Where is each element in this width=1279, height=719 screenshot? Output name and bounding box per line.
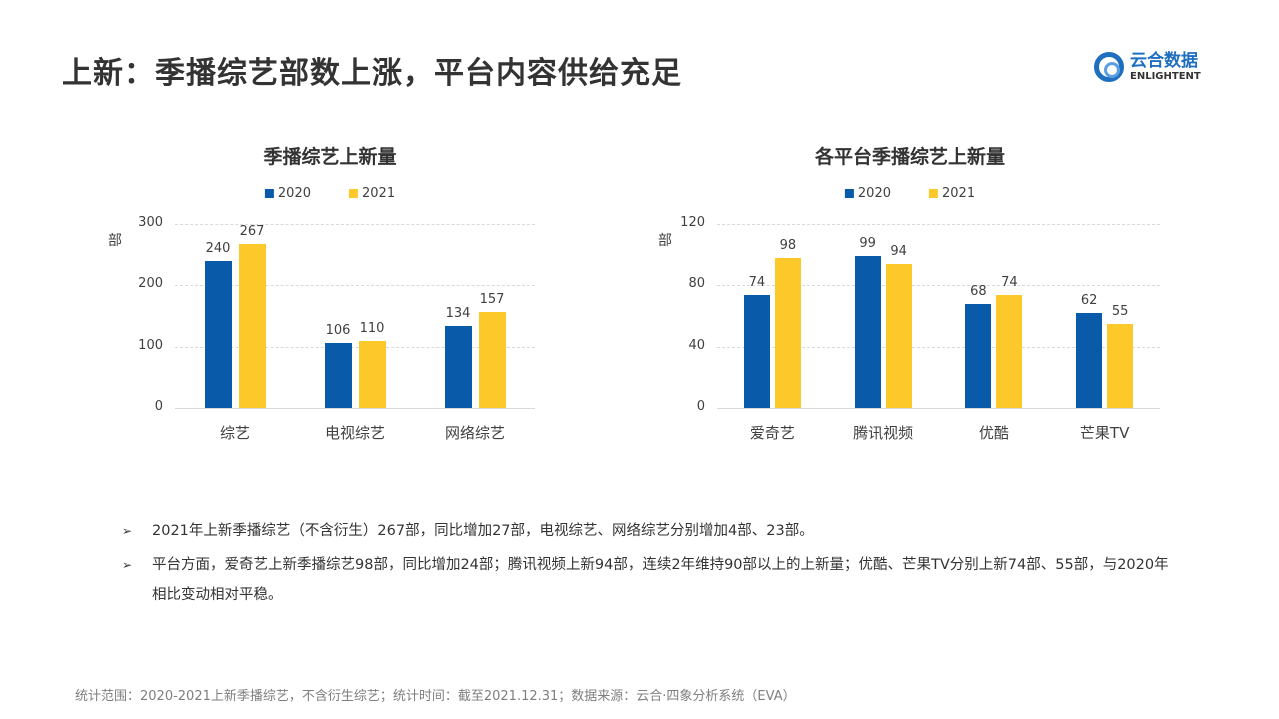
chart-title: 各平台季播综艺上新量 <box>814 146 1005 168</box>
x-category-label: 爱奇艺 <box>749 424 795 442</box>
x-category-label: 网络综艺 <box>444 424 505 442</box>
bar-value-label: 74 <box>748 274 766 290</box>
chart-legend: 2020 2021 <box>264 186 395 201</box>
logo-cn-text: 云合数据 <box>1130 50 1198 71</box>
y-axis-unit: 部 <box>658 233 672 249</box>
gridline <box>175 285 535 287</box>
bar-value-label: 98 <box>779 237 797 253</box>
page-title: 上新：季播综艺部数上涨，平台内容供给充足 <box>62 56 682 91</box>
chart-title: 季播综艺上新量 <box>263 146 397 168</box>
legend-swatch <box>349 189 358 198</box>
brand-logo: 云合数据 ENLIGHTENT <box>1094 52 1201 82</box>
bar-2021 <box>885 263 912 408</box>
bar-2020 <box>324 342 352 408</box>
arrow-bullet-icon: ➢ <box>122 524 133 538</box>
bar-2020 <box>743 294 770 408</box>
bar-value-label: 62 <box>1080 292 1098 308</box>
bar-value-label: 110 <box>359 320 385 336</box>
legend-swatch <box>929 189 938 198</box>
y-tick-label: 80 <box>688 276 705 292</box>
y-tick-label: 200 <box>138 276 163 292</box>
gridline <box>717 285 1160 287</box>
bar-value-label: 267 <box>239 224 265 240</box>
y-axis-unit: 部 <box>108 233 122 249</box>
bar-2020 <box>204 260 232 408</box>
gridline <box>175 224 535 225</box>
bar-value-label: 240 <box>205 240 231 256</box>
y-tick-label: 0 <box>154 399 163 414</box>
gridline <box>175 346 535 348</box>
x-axis-line <box>717 408 1160 409</box>
gridline <box>717 346 1160 348</box>
chart-legend: 2020 2021 <box>844 186 975 201</box>
arrow-bullet-icon: ➢ <box>122 558 133 572</box>
bar-2020 <box>965 303 992 408</box>
legend-label: 2020 <box>857 186 891 201</box>
bar-2020 <box>1076 312 1103 408</box>
bar-2021 <box>478 311 506 408</box>
x-axis-line <box>175 408 535 409</box>
chart-season-variety: 季播综艺上新量 2020 2021 部 0 100 200 300 240 267 综艺 106 110… <box>100 130 560 450</box>
summary-bullets: ➢ 2021年上新季播综艺（不含衍生）267部，同比增加27部，电视综艺、网络综… <box>122 516 1182 614</box>
chart-platform-variety: 各平台季播综艺上新量 2020 2021 部 0 40 80 120 74 98 爱奇艺 99 94 腾讯… <box>640 130 1180 450</box>
y-tick-label: 100 <box>138 337 163 353</box>
bar-2021 <box>358 340 386 408</box>
bar-value-label: 68 <box>970 283 987 299</box>
bar-value-label: 99 <box>859 236 876 252</box>
source-footnote: 统计范围：2020-2021上新季播综艺，不含衍生综艺；统计时间：截至2021.… <box>75 689 796 704</box>
bar-2020 <box>854 256 881 408</box>
bar-2021 <box>238 244 266 408</box>
legend-swatch <box>844 189 854 198</box>
bullet-text: 平台方面，爱奇艺上新季播综艺98部，同比增加24部；腾讯视频上新94部，连续2年… <box>152 557 1169 603</box>
bar-value-label: 134 <box>445 305 471 321</box>
legend-label: 2020 <box>277 186 311 201</box>
x-category-label: 综艺 <box>219 424 250 442</box>
bar-2021 <box>1107 323 1134 408</box>
legend-label: 2021 <box>362 186 396 201</box>
x-category-label: 芒果TV <box>1079 424 1130 442</box>
legend-item: 2021 <box>349 186 395 201</box>
legend-swatch <box>264 189 274 198</box>
y-tick-label: 40 <box>688 337 705 353</box>
legend-label: 2021 <box>942 186 976 201</box>
bar-value-label: 157 <box>479 291 505 307</box>
y-tick-label: 0 <box>696 399 705 414</box>
legend-item: 2020 <box>264 186 311 201</box>
bullet-item: ➢ 平台方面，爱奇艺上新季播综艺98部，同比增加24部；腾讯视频上新94部，连续… <box>122 550 1182 610</box>
bullet-item: ➢ 2021年上新季播综艺（不含衍生）267部，同比增加27部，电视综艺、网络综… <box>122 516 1182 546</box>
y-tick-label: 300 <box>138 215 163 230</box>
gridline <box>717 224 1160 225</box>
bar-2020 <box>444 325 472 408</box>
bar-value-label: 74 <box>1001 274 1018 290</box>
bar-value-label: 94 <box>890 243 907 259</box>
x-category-label: 电视综艺 <box>324 424 385 442</box>
bar-value-label: 55 <box>1111 303 1129 319</box>
ring-logo-icon <box>1094 52 1124 82</box>
bar-value-label: 106 <box>325 322 351 338</box>
logo-en-text: ENLIGHTENT <box>1130 70 1201 82</box>
legend-item: 2020 <box>844 186 891 201</box>
bar-2021 <box>774 257 801 408</box>
x-category-label: 优酷 <box>978 424 1009 442</box>
y-tick-label: 120 <box>680 215 705 230</box>
x-category-label: 腾讯视频 <box>853 424 914 442</box>
bullet-text: 2021年上新季播综艺（不含衍生）267部，同比增加27部，电视综艺、网络综艺分… <box>152 523 814 539</box>
legend-item: 2021 <box>929 186 975 201</box>
bar-2021 <box>996 294 1023 408</box>
